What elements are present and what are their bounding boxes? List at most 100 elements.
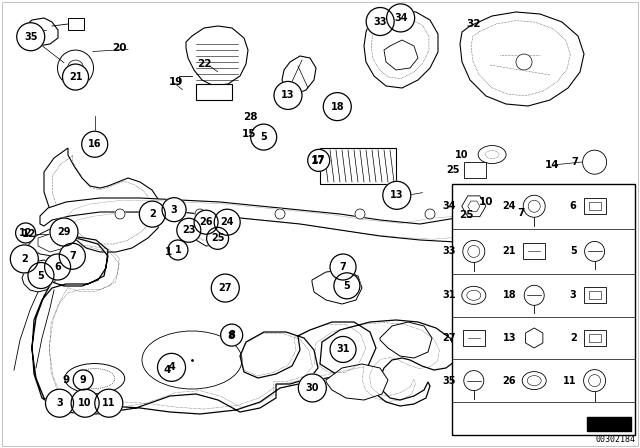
Text: 23: 23	[182, 225, 196, 235]
Polygon shape	[186, 26, 248, 86]
Polygon shape	[68, 18, 84, 30]
Text: 4: 4	[164, 365, 172, 375]
Circle shape	[45, 254, 70, 280]
Text: 30: 30	[305, 383, 319, 393]
Polygon shape	[312, 270, 362, 304]
Text: 2: 2	[570, 333, 577, 343]
Ellipse shape	[522, 372, 546, 390]
Polygon shape	[282, 56, 316, 94]
Text: 21: 21	[68, 72, 83, 82]
Circle shape	[251, 124, 276, 150]
Polygon shape	[196, 84, 232, 100]
Circle shape	[45, 389, 74, 417]
Polygon shape	[380, 322, 432, 358]
Circle shape	[355, 209, 365, 219]
Text: 18: 18	[502, 290, 516, 300]
Text: 00302184: 00302184	[596, 435, 636, 444]
Polygon shape	[384, 40, 418, 70]
Text: 31: 31	[336, 345, 350, 354]
Text: 14: 14	[545, 160, 560, 170]
Circle shape	[383, 181, 411, 209]
Polygon shape	[38, 232, 66, 252]
Circle shape	[463, 241, 485, 263]
Text: 18: 18	[330, 102, 344, 112]
Text: 7: 7	[517, 208, 525, 218]
Text: 11: 11	[563, 375, 577, 386]
Text: 17: 17	[312, 155, 326, 165]
Circle shape	[464, 370, 484, 391]
Text: 13: 13	[281, 90, 295, 100]
Circle shape	[330, 254, 356, 280]
Text: 7: 7	[69, 251, 76, 261]
Text: 24: 24	[220, 217, 234, 227]
Circle shape	[366, 8, 394, 35]
Text: 9: 9	[80, 375, 86, 385]
Polygon shape	[22, 18, 58, 46]
Polygon shape	[524, 243, 545, 259]
Bar	[584, 198, 605, 214]
Ellipse shape	[462, 286, 486, 304]
Text: 22: 22	[197, 59, 212, 69]
Text: 10: 10	[78, 398, 92, 408]
Circle shape	[323, 93, 351, 121]
Bar	[464, 162, 486, 178]
Ellipse shape	[478, 146, 506, 164]
Circle shape	[584, 241, 605, 262]
Text: 15: 15	[242, 129, 257, 138]
Text: 2: 2	[21, 254, 28, 264]
Circle shape	[140, 201, 165, 227]
Circle shape	[162, 198, 186, 222]
Circle shape	[63, 64, 88, 90]
Bar	[584, 287, 605, 303]
Text: 1: 1	[165, 247, 172, 257]
Polygon shape	[22, 260, 56, 292]
Circle shape	[275, 209, 285, 219]
Text: 5: 5	[570, 246, 577, 256]
Text: 25: 25	[460, 210, 474, 220]
Text: 35: 35	[442, 375, 456, 386]
Text: 21: 21	[502, 246, 516, 256]
Polygon shape	[364, 10, 438, 88]
Text: 27: 27	[442, 333, 456, 343]
Text: 25: 25	[446, 165, 460, 175]
Text: 1: 1	[175, 245, 181, 255]
Bar	[452, 184, 635, 435]
Text: 10: 10	[454, 150, 468, 159]
Circle shape	[516, 54, 532, 70]
Bar	[584, 330, 605, 346]
Text: 11: 11	[102, 398, 116, 408]
Circle shape	[274, 82, 302, 109]
Circle shape	[387, 4, 415, 32]
Polygon shape	[44, 148, 162, 252]
Circle shape	[195, 209, 205, 219]
Circle shape	[334, 273, 360, 299]
Polygon shape	[326, 364, 388, 400]
Polygon shape	[525, 328, 543, 348]
Text: 13: 13	[390, 190, 404, 200]
Circle shape	[214, 209, 240, 235]
Circle shape	[584, 370, 605, 392]
Text: 24: 24	[502, 201, 516, 211]
Text: 12: 12	[22, 229, 36, 239]
Circle shape	[194, 210, 218, 234]
Circle shape	[115, 209, 125, 219]
Text: 19: 19	[169, 77, 183, 86]
Text: 29: 29	[57, 227, 71, 237]
Text: 8: 8	[228, 330, 235, 340]
Polygon shape	[190, 218, 228, 246]
Text: 27: 27	[218, 283, 232, 293]
Text: 16: 16	[88, 139, 102, 149]
Text: 3: 3	[171, 205, 177, 215]
Text: 13: 13	[502, 333, 516, 343]
Circle shape	[298, 374, 326, 402]
Text: 5: 5	[38, 271, 44, 280]
Circle shape	[425, 209, 435, 219]
Circle shape	[58, 50, 93, 86]
Circle shape	[308, 149, 330, 172]
Polygon shape	[26, 228, 72, 256]
Polygon shape	[460, 12, 584, 106]
Circle shape	[95, 389, 123, 417]
Text: 26: 26	[502, 375, 516, 386]
Circle shape	[524, 195, 545, 217]
Polygon shape	[463, 330, 485, 346]
